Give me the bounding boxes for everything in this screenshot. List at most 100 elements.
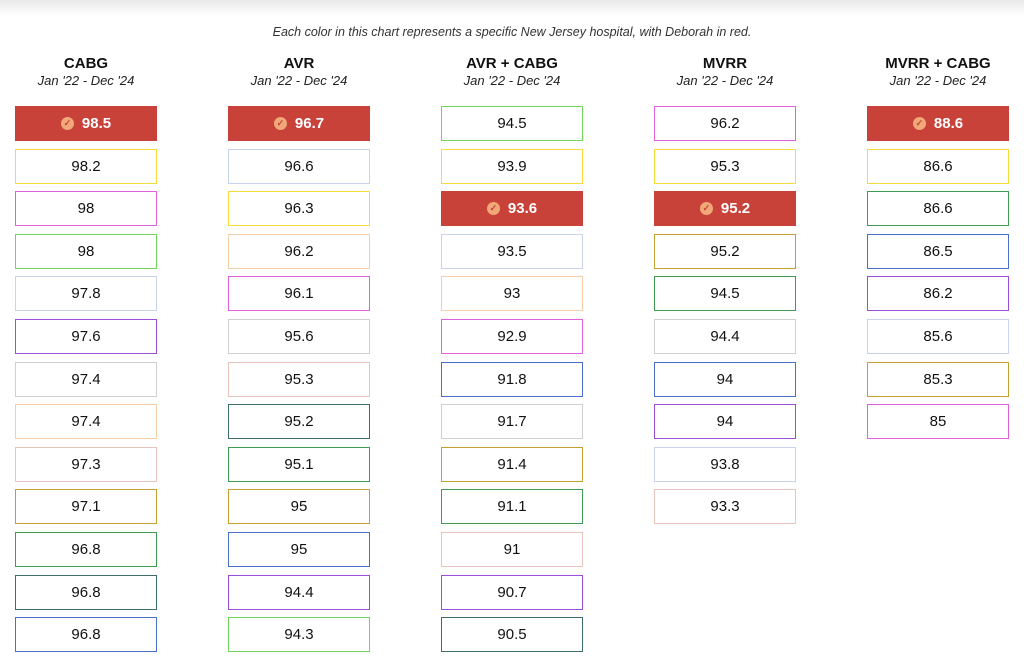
value-cell: 95.6 [228, 318, 370, 354]
value-label: 97.4 [71, 413, 101, 431]
value-cell: 85 [867, 404, 1009, 440]
value-cell: 98 [15, 233, 157, 269]
value-cell: 85.3 [867, 361, 1009, 397]
value-cell: 96.2 [228, 233, 370, 269]
value-label: 98.5 [81, 115, 112, 132]
value-cell: 86.5 [867, 233, 1009, 269]
value-label: 91.1 [497, 498, 527, 516]
value-cell: 96.8 [15, 574, 157, 610]
value-label: 98.2 [71, 157, 101, 175]
value-label: 91.7 [497, 413, 527, 431]
value-cell: 95.2 [654, 233, 796, 269]
value-cell: 94.5 [654, 276, 796, 312]
value-label: 86.6 [923, 200, 953, 218]
value-cell: 93.8 [654, 446, 796, 482]
value-cell: 91 [441, 531, 583, 567]
value-label: 93.3 [710, 498, 740, 516]
value-label: 95.3 [710, 157, 740, 175]
value-label: 94.5 [710, 285, 740, 303]
value-label: 98 [77, 200, 95, 218]
column-title: AVR [283, 55, 315, 72]
value-label: 97.8 [71, 285, 101, 303]
value-label: 97.4 [71, 370, 101, 388]
value-label: 90.7 [497, 583, 527, 601]
value-cell: 90.7 [441, 574, 583, 610]
value-cell: 96.2 [654, 106, 796, 141]
value-cell: 85.6 [867, 318, 1009, 354]
column-avr-cabg: AVR + CABG Jan '22 - Dec '24 94.5 93.9 ✓ 93… [441, 55, 583, 660]
value-label: 86.6 [923, 157, 953, 175]
column-cells: ✓ 98.5 98.2 98 98 97.8 97.6 97.4 97.4 97.3 97.1 96.… [15, 106, 157, 653]
check-circle-icon: ✓ [273, 117, 287, 130]
value-label: 95.1 [284, 455, 314, 473]
value-cell: 96.8 [15, 531, 157, 567]
value-cell: 96.1 [228, 276, 370, 312]
value-cell: 98 [15, 191, 157, 227]
column-cells: ✓ 96.7 96.6 96.3 96.2 96.1 95.6 95.3 95.2 95.1 95 9… [228, 106, 370, 653]
value-label: 95.3 [284, 370, 314, 388]
value-label: 93.9 [497, 157, 527, 175]
value-cell: 94 [654, 361, 796, 397]
value-label: 91.8 [497, 370, 527, 388]
value-cell: 97.4 [15, 361, 157, 397]
value-label: 93.8 [710, 455, 740, 473]
value-cell: 91.8 [441, 361, 583, 397]
value-label: 96.8 [71, 626, 101, 644]
value-cell: 94.5 [441, 106, 583, 141]
highlighted-value-cell: ✓ 88.6 [867, 106, 1009, 141]
value-label: 96.7 [294, 115, 325, 132]
value-label: 95 [290, 498, 308, 516]
value-cell: 95.2 [228, 404, 370, 440]
value-cell: 97.1 [15, 489, 157, 525]
value-cell: 91.1 [441, 489, 583, 525]
column-subtitle: Jan '22 - Dec '24 [676, 73, 774, 88]
value-cell: 97.3 [15, 446, 157, 482]
value-label: 85.3 [923, 370, 953, 388]
value-cell: 96.3 [228, 191, 370, 227]
value-label: 94.5 [497, 115, 527, 132]
column-avr: AVR Jan '22 - Dec '24 ✓ 96.7 96.6 96.3 96.2 9… [228, 55, 370, 660]
column-subtitle: Jan '22 - Dec '24 [250, 73, 348, 88]
value-cell: 96.8 [15, 617, 157, 653]
check-circle-icon: ✓ [60, 117, 74, 130]
check-circle-icon: ✓ [486, 202, 500, 216]
value-label: 95.2 [720, 200, 751, 218]
value-label: 93 [503, 285, 521, 303]
value-label: 95.2 [710, 242, 740, 260]
value-label: 98 [77, 242, 95, 260]
value-label: 95.2 [284, 413, 314, 431]
value-cell: 93 [441, 276, 583, 312]
value-label: 96.8 [71, 540, 101, 558]
value-label: 86.2 [923, 285, 953, 303]
value-cell: 94 [654, 404, 796, 440]
highlighted-value-cell: ✓ 98.5 [15, 106, 157, 141]
value-label: 86.5 [923, 242, 953, 260]
column-subtitle: Jan '22 - Dec '24 [889, 73, 987, 88]
value-label: 85.6 [923, 327, 953, 345]
column-title: MVRR [702, 55, 748, 72]
value-label: 90.5 [497, 626, 527, 644]
value-label: 96.3 [284, 200, 314, 218]
value-cell: 97.6 [15, 318, 157, 354]
value-cell: 93.9 [441, 148, 583, 184]
value-label: 96.2 [710, 115, 740, 132]
value-label: 94.3 [284, 626, 314, 644]
value-cell: 97.4 [15, 404, 157, 440]
value-label: 93.5 [497, 242, 527, 260]
value-cell: 95 [228, 531, 370, 567]
column-cabg: CABG Jan '22 - Dec '24 ✓ 98.5 98.2 98 98 97.8… [15, 55, 157, 660]
value-cell: 98.2 [15, 148, 157, 184]
value-label: 94 [716, 370, 734, 388]
value-cell: 94.3 [228, 617, 370, 653]
column-subtitle: Jan '22 - Dec '24 [37, 73, 135, 88]
value-cell: 92.9 [441, 318, 583, 354]
value-label: 95.6 [284, 327, 314, 345]
value-cell: 97.8 [15, 276, 157, 312]
value-cell: 94.4 [654, 318, 796, 354]
column-title: CABG [63, 55, 109, 72]
value-cell: 93.5 [441, 233, 583, 269]
value-cell: 94.4 [228, 574, 370, 610]
chart-caption: Each color in this chart represents a sp… [272, 25, 752, 39]
column-mvrr: MVRR Jan '22 - Dec '24 96.2 95.3 ✓ 95.2 95.2… [654, 55, 796, 532]
column-cells: 96.2 95.3 ✓ 95.2 95.2 94.5 94.4 94 94 93.8 93.3 [654, 106, 796, 525]
